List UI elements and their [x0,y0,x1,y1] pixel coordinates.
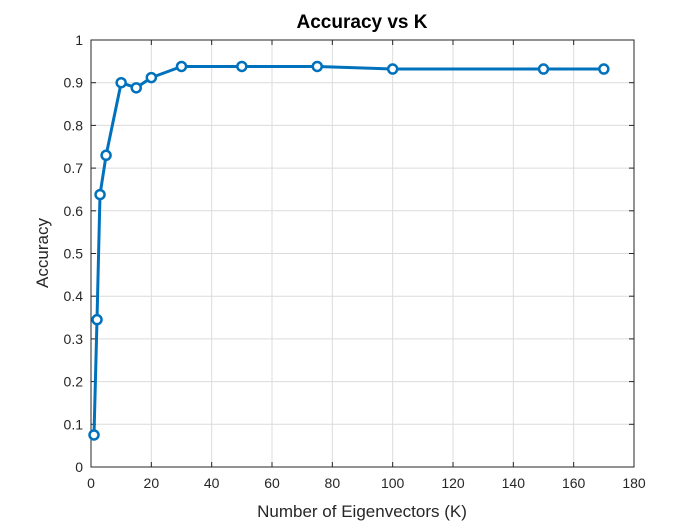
data-point-marker [91,313,103,326]
x-tick-label: 120 [441,475,465,491]
data-point-marker [130,82,142,94]
chart-title: Accuracy vs K [297,12,428,33]
y-tick-label: 0.6 [64,203,84,219]
data-point-marker [115,76,127,89]
series [88,60,610,441]
data-point-marker [94,188,106,201]
x-axis-label: Number of Eigenvectors (K) [257,502,467,521]
data-point-marker [386,63,399,75]
x-tick-label: 140 [502,475,526,491]
data-point-marker [88,429,100,441]
ticks: 0 20 40 60 80 100 120 140 160 180 0 0.1 0.2 0.3 0.4 0.5… [64,32,646,491]
x-tick-label: 0 [87,475,95,491]
y-tick-label: 0.1 [64,416,84,432]
y-tick-label: 0.7 [64,160,84,176]
data-point-marker [537,63,550,75]
data-point-marker [100,149,112,162]
y-tick-label: 0.3 [64,331,84,347]
x-tick-label: 100 [381,475,405,491]
data-point-marker [598,63,610,75]
data-point-marker [236,60,248,73]
y-axis-label: Accuracy [33,218,52,288]
y-tick-label: 0.8 [64,117,84,133]
y-tick-label: 1 [75,32,83,48]
x-tick-label: 160 [562,475,586,491]
x-tick-label: 180 [622,475,646,491]
x-tick-label: 60 [264,475,280,491]
y-tick-label: 0 [75,459,83,475]
x-tick-label: 40 [204,475,220,491]
y-tick-label: 0.4 [64,288,84,304]
grid [91,40,634,467]
data-point-marker [175,60,188,73]
y-tick-label: 0.5 [64,246,84,262]
y-tick-label: 0.2 [64,374,84,390]
y-tick-label: 0.9 [64,75,84,91]
x-tick-label: 80 [325,475,341,491]
x-tick-label: 20 [144,475,160,491]
data-point-marker [145,71,158,84]
data-point-marker [311,60,323,73]
